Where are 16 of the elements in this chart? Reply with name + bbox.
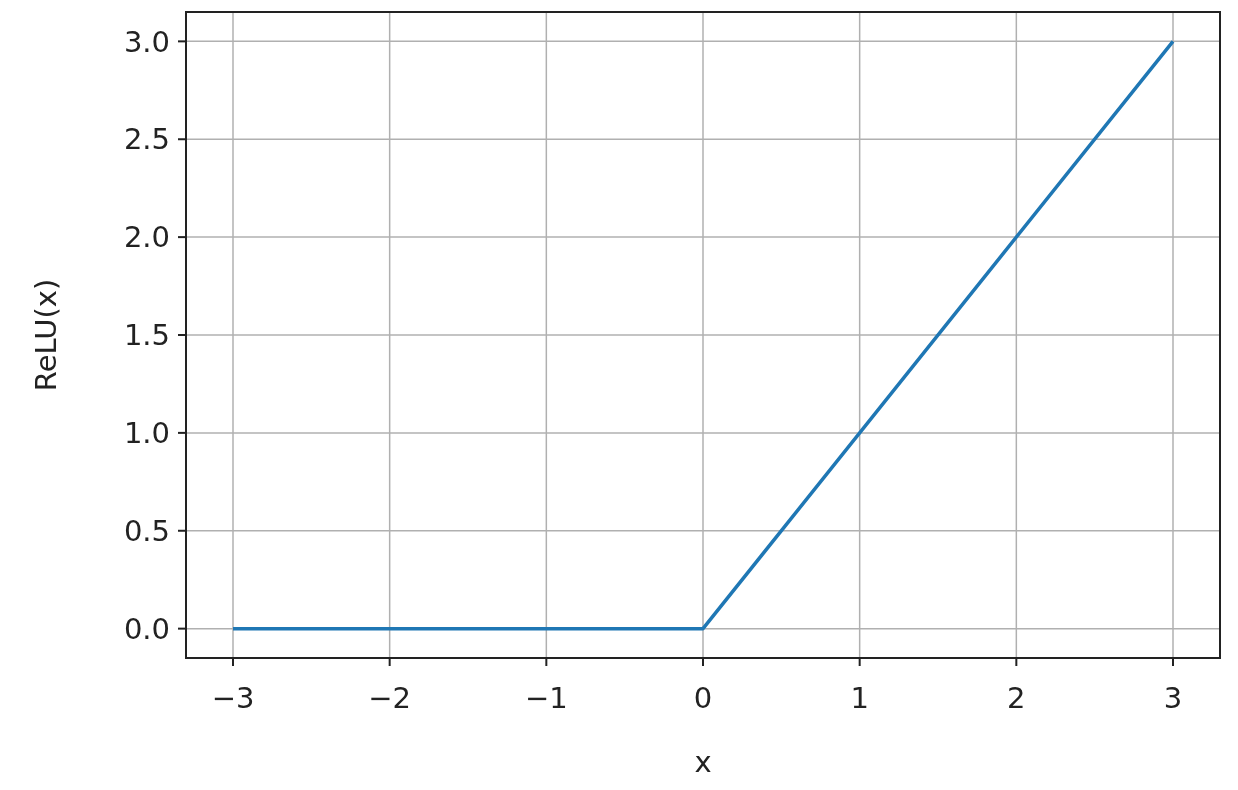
y-axis-title: ReLU(x) [29,278,63,392]
x-tick-label: 2 [1007,681,1026,715]
x-tick-label: −1 [524,681,568,715]
x-axis-title: x [694,745,712,779]
x-tick-label: −2 [368,681,412,715]
y-tick-label: 2.0 [123,220,170,255]
x-tick-label: 1 [850,681,869,715]
y-tick-label: 3.0 [123,24,170,59]
y-tick-label: 1.5 [123,318,170,353]
x-tick-label: 0 [693,681,713,715]
y-tick-label: 1.0 [123,416,170,451]
y-tick-label: 0.0 [123,611,170,646]
y-tick-label: 2.5 [123,122,170,157]
y-tick-label: 0.5 [123,513,170,548]
x-tick-label: −3 [211,681,255,715]
x-tick-label: 3 [1163,681,1183,715]
